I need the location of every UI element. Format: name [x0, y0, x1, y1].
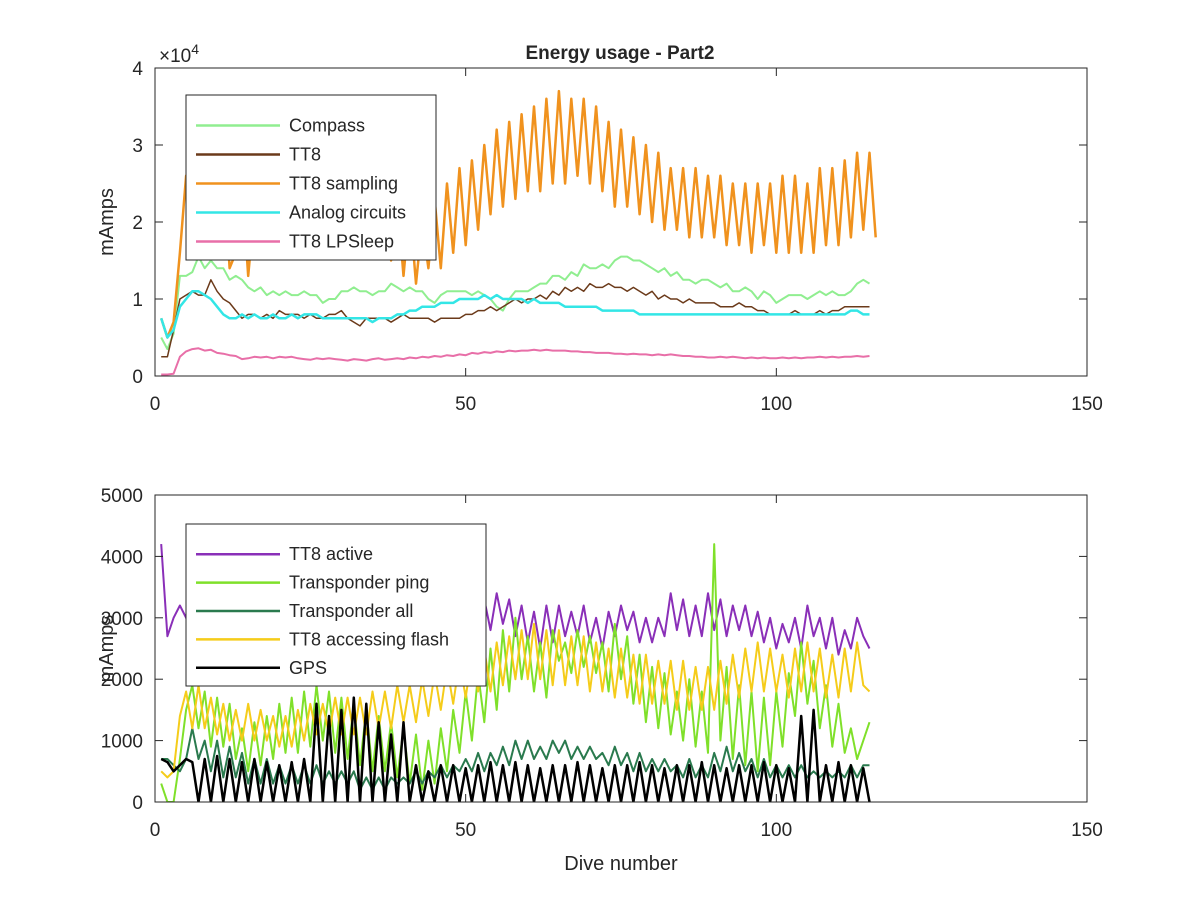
y-exponent-value: 4 [191, 41, 199, 57]
y-tick-label: 1 [132, 290, 143, 311]
legend-label: TT8 accessing flash [289, 629, 449, 649]
legend-box [185, 94, 437, 261]
y-axis-label: mAmps [96, 188, 118, 256]
series-line-gps [160, 696, 871, 802]
legend-label: Analog circuits [289, 203, 406, 223]
bottom-subplot: 0 50 100 150 0 1000 2000 3000 4000 5000 mAmps Dive … [96, 486, 1103, 875]
y-tick-label: 2000 [101, 670, 143, 691]
legend: TT8 active Transponder ping Transponder al… [185, 523, 487, 687]
legend-label: TT8 sampling [289, 174, 398, 194]
x-axis-label: Dive number [564, 853, 678, 875]
series-line-analog-circuits [160, 290, 870, 339]
legend-label: TT8 active [289, 544, 373, 564]
chart-title: Energy usage - Part2 [525, 43, 714, 64]
x-tick-label: 50 [455, 394, 476, 415]
y-tick-label: 5000 [101, 486, 143, 507]
x-tick-label: 100 [760, 394, 792, 415]
axes-box [154, 494, 1088, 803]
legend-label: Compass [289, 116, 365, 136]
x-tick-label: 100 [760, 820, 792, 841]
y-tick-label: 0 [132, 367, 143, 388]
y-tick-label: 3000 [101, 609, 143, 630]
legend-label: Transponder all [289, 601, 413, 621]
x-tick-label: 0 [150, 820, 161, 841]
series-line-tt8-lpsleep [161, 347, 870, 376]
x-tick-label: 150 [1071, 820, 1103, 841]
x-tick-label: 50 [455, 820, 476, 841]
y-tick-label: 4 [132, 59, 143, 80]
series-line-compass [160, 255, 871, 351]
y-tick-label: 2 [132, 213, 143, 234]
y-tick-label: 4000 [101, 547, 143, 568]
y-tick-label: 3 [132, 136, 143, 157]
y-tick-label: 0 [132, 793, 143, 814]
legend-label: TT8 LPSleep [289, 232, 394, 252]
legend-box [185, 523, 487, 687]
legend-label: GPS [289, 658, 327, 678]
y-axis-label: mAmps [96, 615, 118, 683]
x-tick-label: 0 [150, 394, 161, 415]
x-tick-label: 150 [1071, 394, 1103, 415]
series-line-tt8-accessing-flash [160, 622, 871, 779]
series-lines [160, 543, 871, 802]
legend-label: Transponder ping [289, 573, 429, 593]
legend-label: TT8 [289, 145, 321, 165]
y-tick-label: 1000 [101, 732, 143, 753]
legend: Compass TT8 TT8 sampling Analog circuits TT8… [185, 94, 437, 261]
